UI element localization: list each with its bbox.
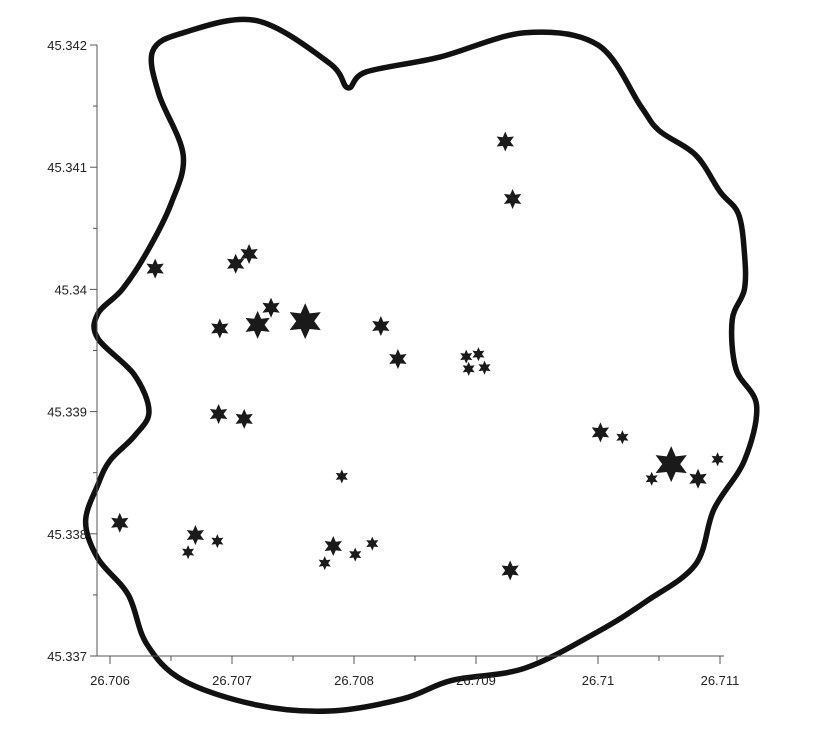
star-marker — [262, 297, 280, 318]
star-marker — [349, 547, 362, 562]
star-marker — [227, 253, 245, 274]
star-marker — [616, 430, 629, 445]
star-marker — [372, 316, 390, 337]
star-marker — [235, 408, 253, 429]
star-marker — [460, 349, 473, 364]
star-marker — [645, 471, 658, 486]
star-marker — [211, 318, 229, 339]
y-tick-label: 45.337 — [47, 649, 87, 664]
star-marker — [111, 512, 129, 533]
star-marker — [209, 404, 228, 425]
star-marker — [211, 534, 224, 549]
star-marker — [501, 560, 519, 581]
star-marker — [591, 422, 610, 443]
star-marker — [324, 536, 342, 557]
star-marker — [711, 452, 724, 467]
star-marker — [655, 446, 687, 483]
star-marker — [462, 361, 475, 376]
star-marker — [472, 347, 485, 362]
star-marker — [689, 468, 707, 489]
star-marker — [245, 310, 270, 339]
study-area-boundary — [82, 16, 760, 714]
star-marker — [478, 360, 491, 375]
star-marker — [289, 303, 321, 340]
x-tick-label: 26.71 — [582, 673, 615, 688]
x-tick-label: 26.709 — [456, 673, 496, 688]
x-tick-label: 26.711 — [701, 673, 740, 688]
y-tick-label: 45.341 — [47, 160, 87, 175]
star-marker — [496, 131, 514, 152]
star-marker — [146, 258, 164, 279]
x-tick-label: 26.706 — [90, 673, 130, 688]
star-marker — [186, 525, 205, 546]
y-tick-label: 45.338 — [47, 527, 87, 542]
star-marker — [503, 188, 522, 209]
star-marker — [182, 545, 195, 560]
x-tick-label: 26.708 — [334, 673, 374, 688]
star-marker — [366, 536, 379, 551]
y-tick-label: 45.339 — [47, 405, 87, 420]
star-marker — [335, 469, 348, 484]
star-marker — [389, 349, 407, 370]
y-tick-label: 45.342 — [47, 38, 87, 53]
data-points — [111, 131, 724, 581]
star-marker — [240, 243, 258, 264]
star-marker — [318, 556, 331, 571]
axes: 45.337 45.338 45.339 45.34 45.341 45.342 26.70… — [47, 38, 739, 688]
x-tick-label: 26.707 — [212, 673, 252, 688]
y-tick-label: 45.34 — [54, 282, 87, 297]
